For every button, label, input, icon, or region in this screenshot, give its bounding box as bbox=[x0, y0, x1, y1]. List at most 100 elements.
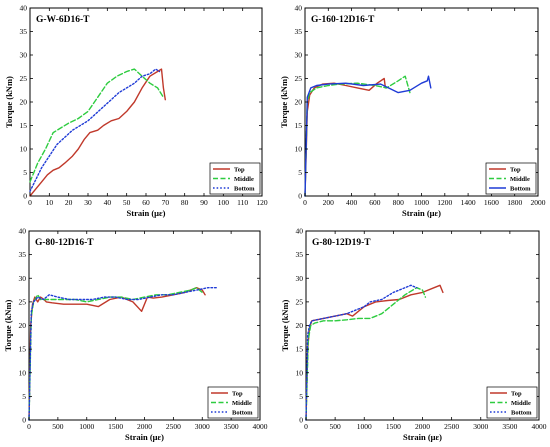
y-tick-label: 35 bbox=[20, 27, 28, 36]
series-line-bottom bbox=[28, 287, 218, 421]
y-tick-label: 25 bbox=[20, 74, 28, 83]
y-tick-label: 5 bbox=[23, 168, 27, 177]
x-tick-label: 1200 bbox=[437, 198, 452, 207]
x-tick-label: 200 bbox=[323, 198, 335, 207]
series-lines bbox=[305, 284, 444, 421]
legend: Top Middle Bottom bbox=[486, 386, 538, 419]
legend-label-middle: Middle bbox=[232, 400, 252, 407]
y-tick-label: 0 bbox=[298, 192, 302, 201]
x-tick-label: 1000 bbox=[79, 422, 94, 431]
y-tick-label: 20 bbox=[20, 98, 28, 107]
legend: Top Middle Bottom bbox=[207, 386, 259, 419]
chart-panel-1: 0 10 20 30 40 50 60 70 80 90 100 110 120 0 5 10 15 20 25 30… bbox=[4, 4, 268, 218]
x-tick-label: 1400 bbox=[461, 198, 476, 207]
legend-box bbox=[207, 386, 259, 419]
y-tick-label: 35 bbox=[19, 250, 27, 259]
y-tick-label: 10 bbox=[295, 145, 303, 154]
chart-panel-4: 0 500 1000 1500 2000 2500 3000 3500 4000 0 5 10 15 20… bbox=[280, 227, 547, 442]
x-tick-label: 0 bbox=[27, 422, 31, 431]
x-tick-label: 2000 bbox=[415, 422, 430, 431]
y-tick-label: 10 bbox=[19, 368, 27, 377]
y-axis-label: Torque (kNm) bbox=[279, 76, 289, 128]
y-tick-label: 25 bbox=[295, 74, 303, 83]
legend-label-top: Top bbox=[232, 390, 243, 397]
y-tick-label: 15 bbox=[296, 345, 304, 354]
x-tick-label: 500 bbox=[52, 422, 64, 431]
y-tick-label: 35 bbox=[296, 250, 304, 259]
y-tick-label: 15 bbox=[19, 345, 27, 354]
series-lines bbox=[304, 75, 432, 197]
x-tick-label: 90 bbox=[200, 198, 208, 207]
x-tick-label: 80 bbox=[181, 198, 189, 207]
y-tick-label: 30 bbox=[295, 51, 303, 60]
chart-panel-3: 0 500 1000 1500 2000 2500 3000 3500 4000 0 5 10 15 20… bbox=[3, 227, 268, 442]
x-tick-label: 1500 bbox=[108, 422, 123, 431]
series-line-middle bbox=[305, 287, 427, 421]
y-tick-label: 20 bbox=[295, 98, 303, 107]
y-tick-label: 0 bbox=[299, 416, 303, 425]
x-tick-label: 1000 bbox=[357, 422, 372, 431]
y-tick-label: 15 bbox=[20, 121, 28, 130]
x-tick-label: 120 bbox=[256, 198, 268, 207]
x-tick-label: 2500 bbox=[166, 422, 181, 431]
panel-title: G-160-12D16-T bbox=[311, 15, 375, 25]
x-tick-label: 1500 bbox=[386, 422, 401, 431]
x-tick-label: 1800 bbox=[507, 198, 522, 207]
x-tick-label: 3500 bbox=[502, 422, 517, 431]
y-tick-label: 40 bbox=[20, 4, 28, 13]
x-tick-label: 800 bbox=[393, 198, 405, 207]
y-tick-label: 25 bbox=[296, 297, 304, 306]
series-lines bbox=[29, 68, 167, 197]
x-tick-label: 100 bbox=[218, 198, 230, 207]
legend-box bbox=[209, 162, 261, 195]
series-line-bottom bbox=[29, 68, 161, 193]
y-tick-label: 40 bbox=[296, 227, 304, 236]
y-axis-label: Torque (kNm) bbox=[280, 299, 290, 351]
x-tick-label: 0 bbox=[304, 422, 308, 431]
y-tick-label: 15 bbox=[295, 121, 303, 130]
x-tick-label: 60 bbox=[142, 198, 150, 207]
x-tick-label: 4000 bbox=[253, 422, 268, 431]
panel-title: G-W-6D16-T bbox=[36, 15, 90, 25]
legend-label-middle: Middle bbox=[510, 176, 530, 183]
y-tick-label: 20 bbox=[19, 321, 27, 330]
y-tick-label: 10 bbox=[20, 145, 28, 154]
series-line-middle bbox=[28, 287, 204, 421]
y-tick-label: 35 bbox=[295, 27, 303, 36]
x-tick-label: 50 bbox=[123, 198, 131, 207]
y-tick-label: 25 bbox=[19, 297, 27, 306]
x-tick-label: 400 bbox=[346, 198, 358, 207]
y-tick-label: 0 bbox=[23, 192, 27, 201]
series-lines bbox=[28, 287, 218, 421]
x-tick-label: 2000 bbox=[531, 198, 546, 207]
legend-label-top: Top bbox=[511, 390, 522, 397]
y-tick-label: 40 bbox=[295, 4, 303, 13]
series-line-top bbox=[29, 68, 167, 197]
x-tick-label: 0 bbox=[303, 198, 307, 207]
x-tick-label: 2500 bbox=[444, 422, 459, 431]
legend: Top Middle Bottom bbox=[485, 162, 537, 195]
panel-title: G-80-12D16-T bbox=[35, 238, 94, 248]
series-line-middle bbox=[29, 68, 165, 183]
y-tick-label: 20 bbox=[296, 321, 304, 330]
legend-box bbox=[486, 386, 538, 419]
y-axis-label: Torque (kNm) bbox=[4, 76, 14, 128]
legend-label-bottom: Bottom bbox=[511, 409, 532, 416]
legend-label-top: Top bbox=[234, 166, 245, 173]
x-axis-label: Strain (με) bbox=[127, 208, 166, 218]
y-tick-label: 30 bbox=[19, 274, 27, 283]
y-tick-label: 5 bbox=[22, 392, 26, 401]
panel-title: G-80-12D19-T bbox=[312, 238, 371, 248]
x-axis-label: Strain (με) bbox=[125, 432, 164, 442]
legend-label-bottom: Bottom bbox=[232, 409, 253, 416]
x-tick-label: 110 bbox=[237, 198, 248, 207]
x-tick-label: 40 bbox=[104, 198, 112, 207]
x-tick-label: 1600 bbox=[484, 198, 499, 207]
y-tick-label: 30 bbox=[20, 51, 28, 60]
y-tick-label: 40 bbox=[19, 227, 27, 236]
series-line-bottom bbox=[304, 75, 432, 197]
y-tick-label: 30 bbox=[296, 274, 304, 283]
x-tick-label: 500 bbox=[330, 422, 342, 431]
x-tick-label: 20 bbox=[65, 198, 73, 207]
